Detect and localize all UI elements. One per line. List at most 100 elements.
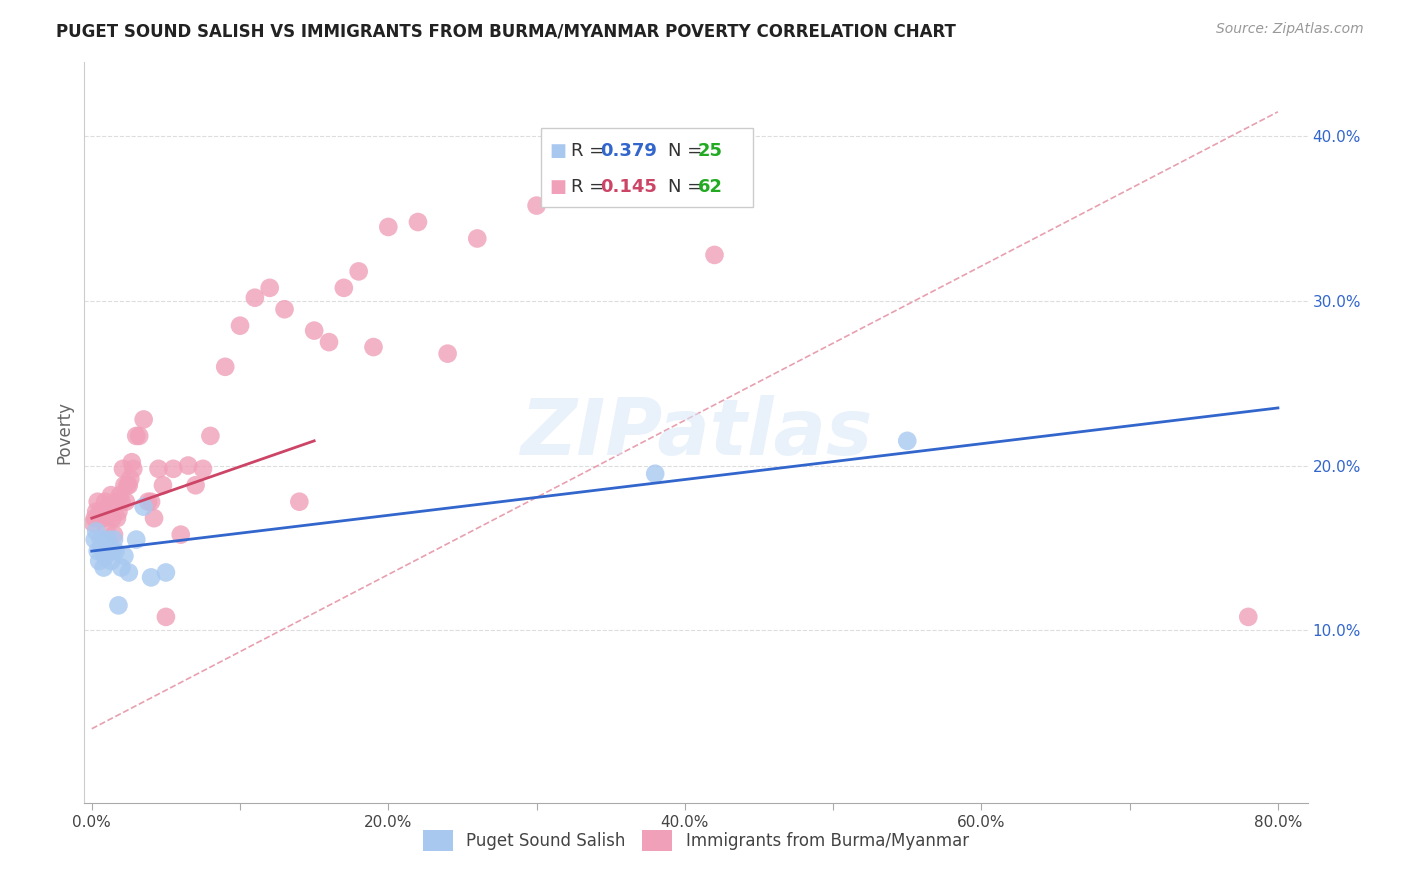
Point bbox=[90, 505, 112, 519]
Text: ■: ■ bbox=[550, 143, 567, 161]
Point bbox=[347, 264, 370, 278]
Legend: Puget Sound Salish, Immigrants from Burma/Myanmar: Puget Sound Salish, Immigrants from Burm… bbox=[416, 823, 976, 857]
Point bbox=[83, 533, 105, 547]
Point bbox=[436, 346, 458, 360]
Point bbox=[148, 462, 170, 476]
Point bbox=[644, 467, 666, 481]
Point bbox=[118, 478, 141, 492]
Point bbox=[82, 516, 104, 530]
Text: 62: 62 bbox=[697, 178, 723, 196]
Text: N =: N = bbox=[668, 143, 709, 161]
Point bbox=[200, 429, 222, 443]
Text: 25: 25 bbox=[697, 143, 723, 161]
Point bbox=[93, 511, 115, 525]
Point bbox=[98, 500, 121, 514]
Point bbox=[112, 478, 135, 492]
Text: 0.379: 0.379 bbox=[600, 143, 657, 161]
Point bbox=[318, 335, 340, 350]
Point bbox=[107, 505, 129, 519]
Point bbox=[139, 494, 162, 508]
Point bbox=[333, 281, 356, 295]
Point bbox=[139, 570, 162, 584]
Point bbox=[118, 566, 141, 580]
Text: ■: ■ bbox=[550, 178, 567, 196]
Point bbox=[96, 521, 118, 535]
Point bbox=[243, 291, 266, 305]
Point bbox=[526, 198, 548, 212]
Point bbox=[214, 359, 236, 374]
Point bbox=[115, 494, 138, 508]
Point bbox=[122, 462, 145, 476]
Point bbox=[108, 488, 131, 502]
Point bbox=[94, 494, 117, 508]
Point bbox=[97, 533, 120, 547]
Point bbox=[406, 215, 429, 229]
Point bbox=[184, 478, 207, 492]
Point bbox=[703, 248, 725, 262]
Point bbox=[177, 458, 200, 473]
Point bbox=[170, 527, 193, 541]
Point bbox=[103, 533, 125, 547]
Point bbox=[100, 488, 122, 502]
Text: R =: R = bbox=[571, 143, 610, 161]
Point bbox=[465, 231, 488, 245]
Point bbox=[103, 527, 125, 541]
Point bbox=[112, 549, 135, 563]
Point bbox=[191, 462, 214, 476]
Point bbox=[128, 429, 150, 443]
Point bbox=[101, 511, 124, 525]
Point bbox=[155, 610, 177, 624]
Point bbox=[104, 494, 127, 508]
Point bbox=[91, 541, 114, 555]
Point bbox=[155, 566, 177, 580]
Text: N =: N = bbox=[668, 178, 709, 196]
Point bbox=[599, 166, 621, 180]
Point bbox=[273, 302, 295, 317]
Text: Source: ZipAtlas.com: Source: ZipAtlas.com bbox=[1216, 22, 1364, 37]
Point bbox=[107, 599, 129, 613]
Point bbox=[100, 554, 122, 568]
Point bbox=[89, 508, 111, 522]
Point bbox=[98, 541, 121, 555]
Point bbox=[125, 533, 148, 547]
Point bbox=[86, 494, 108, 508]
Point bbox=[97, 508, 120, 522]
Point bbox=[93, 560, 115, 574]
Point bbox=[110, 560, 132, 574]
Text: 0.145: 0.145 bbox=[600, 178, 657, 196]
Point bbox=[101, 544, 124, 558]
Point bbox=[117, 478, 139, 492]
Point bbox=[120, 472, 142, 486]
Point bbox=[229, 318, 252, 333]
Text: R =: R = bbox=[571, 178, 610, 196]
Point bbox=[121, 455, 143, 469]
Point bbox=[110, 494, 132, 508]
Text: PUGET SOUND SALISH VS IMMIGRANTS FROM BURMA/MYANMAR POVERTY CORRELATION CHART: PUGET SOUND SALISH VS IMMIGRANTS FROM BU… bbox=[56, 22, 956, 40]
Point bbox=[84, 524, 107, 539]
Point bbox=[89, 554, 111, 568]
Y-axis label: Poverty: Poverty bbox=[55, 401, 73, 464]
Point bbox=[288, 494, 311, 508]
Point bbox=[132, 500, 155, 514]
Point bbox=[94, 549, 117, 563]
Point bbox=[83, 511, 105, 525]
Point bbox=[86, 544, 108, 558]
Text: ZIPatlas: ZIPatlas bbox=[520, 394, 872, 471]
Point bbox=[896, 434, 918, 448]
Point bbox=[136, 494, 159, 508]
Point bbox=[132, 412, 155, 426]
Point bbox=[302, 324, 325, 338]
Point bbox=[111, 462, 134, 476]
Point bbox=[84, 505, 107, 519]
Point bbox=[104, 544, 127, 558]
Point bbox=[363, 340, 385, 354]
Point bbox=[162, 462, 184, 476]
Point bbox=[105, 511, 128, 525]
Point bbox=[377, 219, 399, 234]
Point bbox=[259, 281, 281, 295]
Point bbox=[1237, 610, 1260, 624]
Point bbox=[91, 511, 114, 525]
Point bbox=[125, 429, 148, 443]
Point bbox=[96, 544, 118, 558]
Point bbox=[152, 478, 174, 492]
